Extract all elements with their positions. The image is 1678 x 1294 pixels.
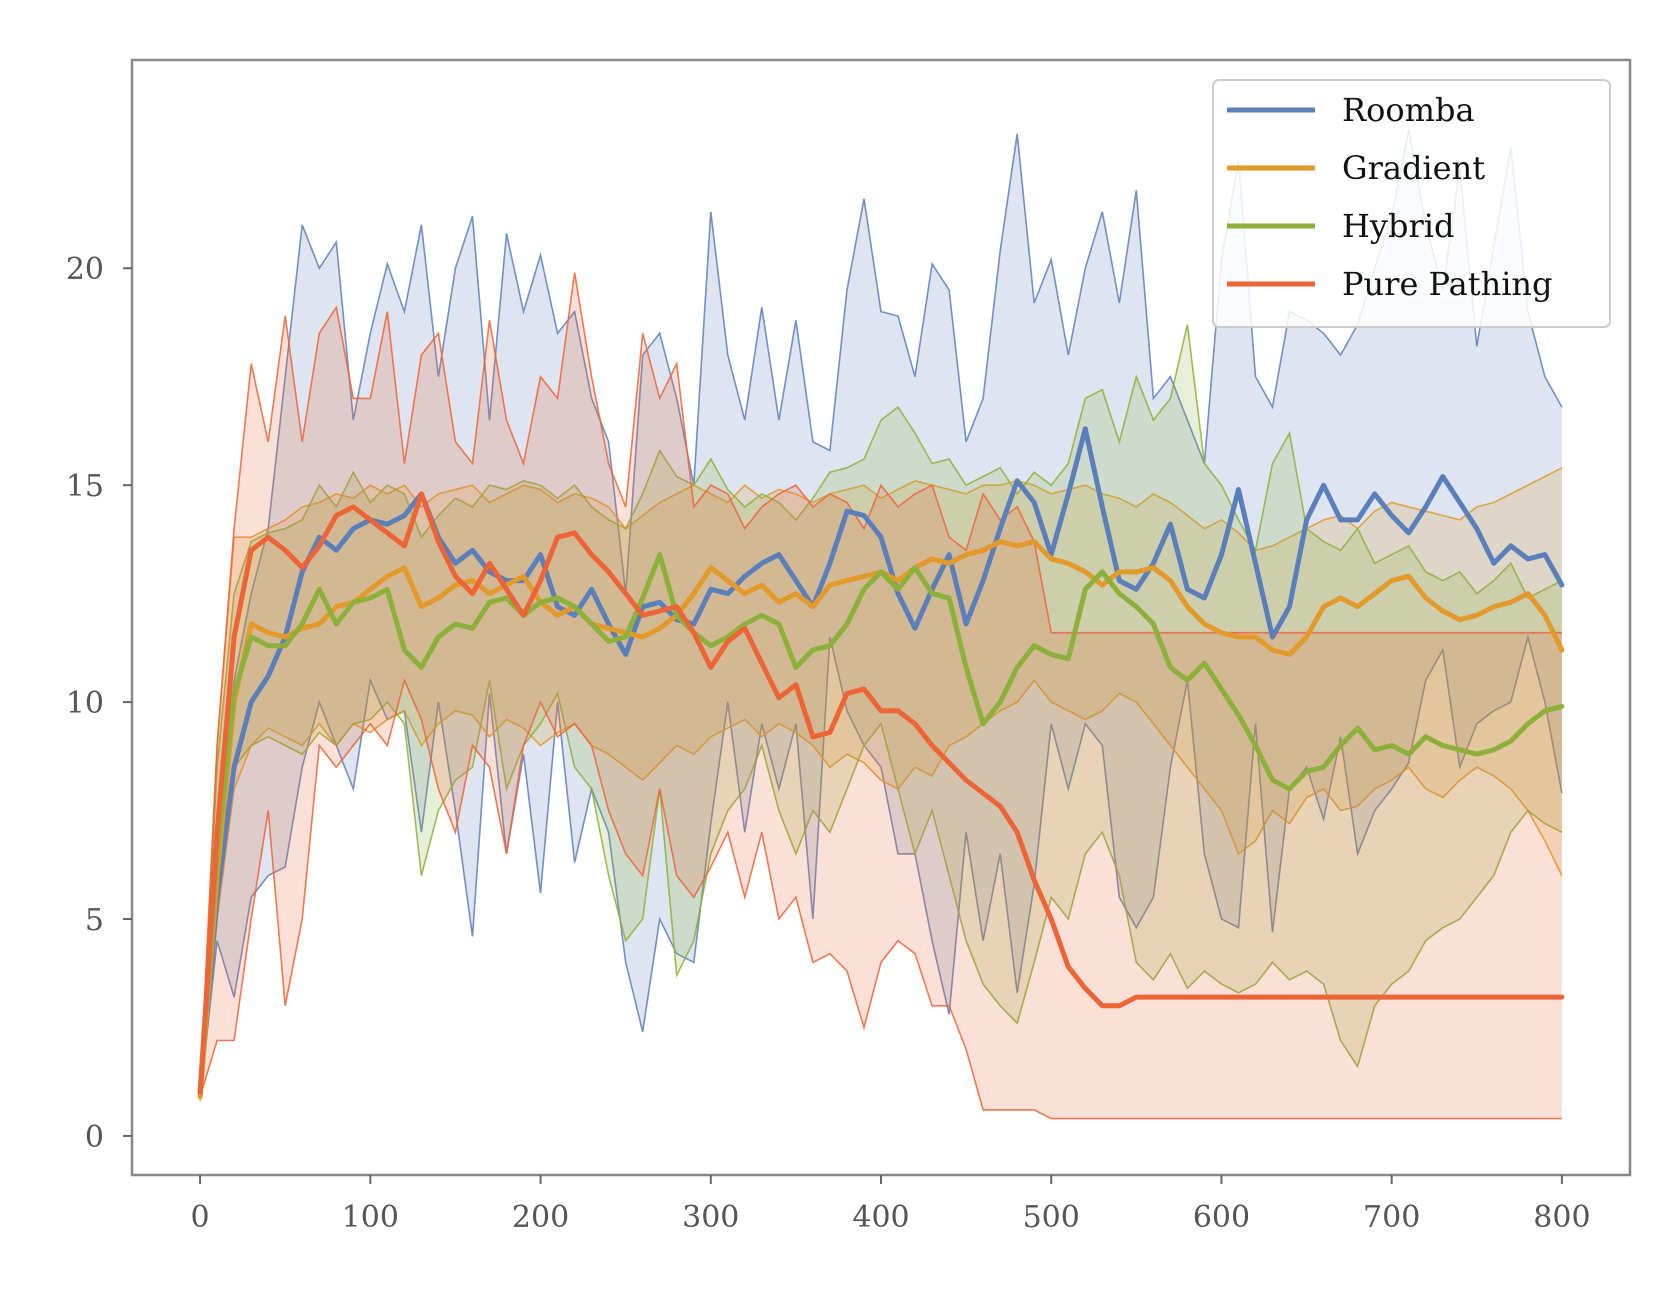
x-tick-label: 500 — [1023, 1200, 1080, 1235]
legend-label: Roomba — [1342, 91, 1475, 129]
band-gradient — [200, 467, 1562, 1102]
upper-bound-roomba — [199, 129, 1563, 1084]
y-tick-label: 5 — [85, 903, 104, 938]
lower-bound-pure-pathing — [199, 677, 1562, 1120]
series-lines — [197, 426, 1565, 1100]
y-tick-label: 15 — [66, 469, 104, 504]
mean-line-hybrid — [197, 552, 1565, 1096]
band-roomba — [200, 129, 1562, 1097]
band-pure-pathing — [200, 272, 1562, 1119]
upper-bound-hybrid — [199, 324, 1563, 1089]
mean-line-pure-pathing — [197, 491, 1565, 1096]
y-tick-label: 0 — [85, 1120, 104, 1155]
y-tick-label: 20 — [66, 252, 104, 287]
lower-bound-roomba — [199, 633, 1563, 1097]
x-tick-label: 300 — [682, 1200, 739, 1235]
legend-label: Hybrid — [1342, 207, 1454, 245]
legend-label: Gradient — [1342, 149, 1485, 187]
x-tick-label: 600 — [1193, 1200, 1250, 1235]
x-tick-label: 100 — [342, 1200, 399, 1235]
lower-bound-hybrid — [199, 680, 1563, 1097]
y-axis: 0 5 10 15 20 — [66, 252, 132, 1155]
legend: Roomba Gradient Hybrid Pure Pathing — [1212, 79, 1611, 328]
confidence-bands — [199, 129, 1563, 1120]
y-tick-label: 10 — [66, 686, 104, 721]
legend-label: Pure Pathing — [1342, 265, 1553, 303]
x-tick-label: 0 — [191, 1200, 210, 1235]
legend-box — [1212, 79, 1611, 328]
x-tick-label: 800 — [1533, 1200, 1590, 1235]
upper-bound-pure-pathing — [199, 272, 1562, 1089]
lower-bound-gradient — [199, 679, 1563, 1102]
x-axis: 0 100 200 300 400 500 600 700 800 — [191, 1175, 1591, 1235]
x-tick-label: 700 — [1363, 1200, 1420, 1235]
x-tick-label: 400 — [852, 1200, 909, 1235]
x-tick-label: 200 — [512, 1200, 569, 1235]
